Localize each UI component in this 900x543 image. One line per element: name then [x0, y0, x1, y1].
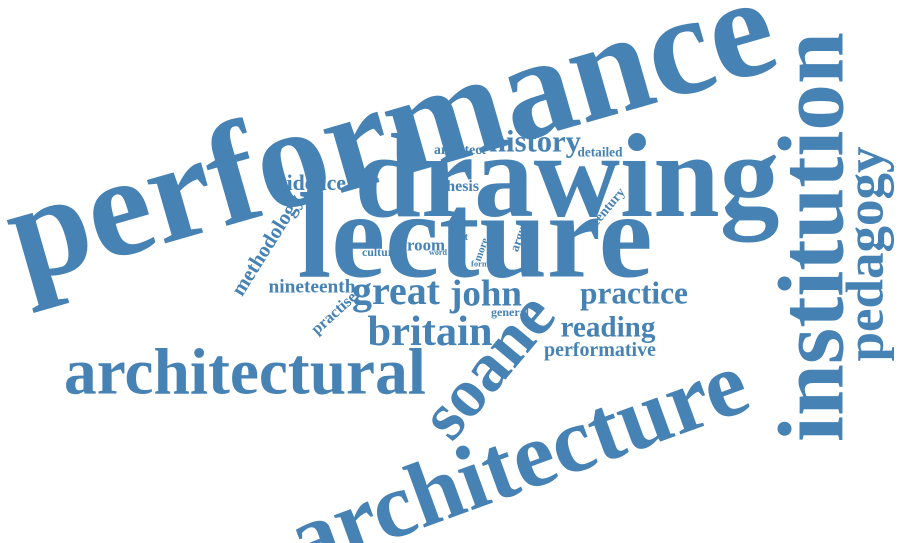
word-reading: reading — [560, 311, 656, 344]
word-performative: performative — [544, 339, 656, 361]
word-thesis: thesis — [441, 178, 480, 195]
word-great: great — [352, 268, 440, 313]
word-architectural: architectural — [64, 336, 426, 409]
word-nineteenth: nineteenth — [268, 276, 356, 298]
word-evidence: evidence — [266, 171, 346, 195]
word-word: word — [429, 248, 447, 257]
word-lecture: lecture — [297, 169, 653, 304]
word-history: history — [489, 124, 581, 159]
word-limit: limit — [448, 232, 468, 243]
word-pedagogy: pedagogy — [836, 146, 895, 362]
word-last: last — [449, 224, 463, 235]
word-culture: culture — [362, 245, 399, 259]
word-drawing: drawing — [354, 110, 780, 242]
word-form: form — [471, 258, 489, 269]
word-architect: architect — [434, 142, 486, 157]
word-practice: practice — [580, 275, 688, 311]
word-general: general — [491, 305, 529, 319]
word-john: john — [450, 273, 522, 315]
word-britain: britain — [367, 308, 493, 355]
word-room: room — [407, 235, 445, 255]
word-detailed: detailed — [577, 144, 623, 160]
